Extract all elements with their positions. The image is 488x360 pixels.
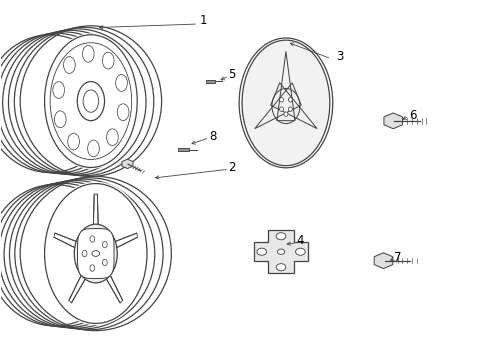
Ellipse shape (102, 52, 114, 69)
Text: 8: 8 (209, 130, 216, 144)
Ellipse shape (77, 82, 104, 121)
Text: 6: 6 (408, 109, 416, 122)
Text: 1: 1 (199, 14, 206, 27)
Ellipse shape (54, 111, 66, 128)
Ellipse shape (288, 98, 292, 102)
Ellipse shape (83, 90, 99, 112)
Ellipse shape (276, 264, 285, 271)
Ellipse shape (67, 133, 79, 150)
Ellipse shape (44, 184, 147, 323)
Ellipse shape (116, 75, 127, 91)
Text: 3: 3 (335, 50, 343, 63)
Polygon shape (205, 80, 215, 83)
Circle shape (92, 251, 100, 256)
Polygon shape (178, 148, 188, 152)
Ellipse shape (242, 40, 329, 166)
Polygon shape (122, 159, 133, 168)
Ellipse shape (277, 249, 284, 255)
Text: 4: 4 (296, 234, 304, 247)
Ellipse shape (256, 248, 266, 255)
Ellipse shape (87, 140, 99, 157)
Ellipse shape (288, 107, 292, 111)
Ellipse shape (279, 98, 283, 102)
Polygon shape (78, 229, 114, 279)
Ellipse shape (44, 35, 137, 167)
Ellipse shape (284, 112, 287, 116)
Ellipse shape (74, 224, 117, 283)
Ellipse shape (276, 233, 285, 240)
Text: 2: 2 (228, 161, 236, 174)
Ellipse shape (90, 265, 95, 271)
Ellipse shape (82, 45, 94, 62)
Ellipse shape (102, 259, 107, 266)
Text: 5: 5 (228, 68, 236, 81)
Polygon shape (254, 230, 307, 273)
Text: 7: 7 (393, 251, 401, 264)
Ellipse shape (63, 57, 75, 73)
Ellipse shape (90, 236, 95, 242)
Polygon shape (383, 113, 402, 129)
Ellipse shape (295, 248, 305, 255)
Ellipse shape (279, 107, 283, 111)
Ellipse shape (42, 182, 149, 325)
Ellipse shape (53, 82, 64, 98)
Ellipse shape (117, 104, 129, 121)
Ellipse shape (106, 129, 118, 145)
Ellipse shape (42, 33, 139, 169)
Ellipse shape (102, 241, 107, 248)
Ellipse shape (82, 250, 87, 257)
Polygon shape (373, 253, 392, 269)
